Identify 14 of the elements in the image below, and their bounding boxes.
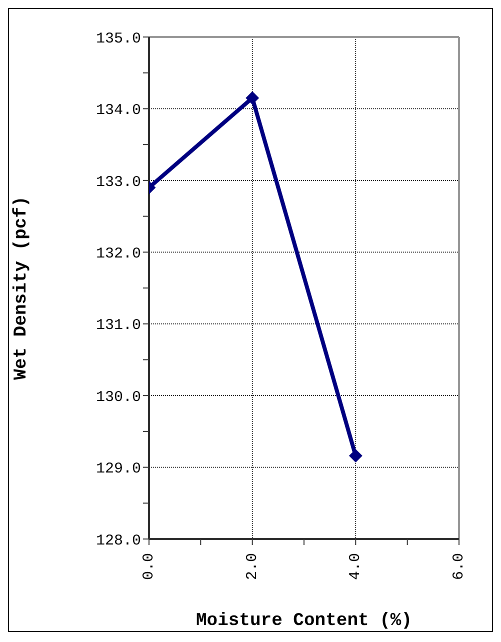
y-tick-label: 129.0 [96,460,141,478]
y-tick-label: 131.0 [96,317,141,334]
y-tick-label: 133.0 [96,174,141,191]
x-tick-label: 6.0 [450,553,468,580]
x-tick-label: 0.0 [140,553,158,580]
y-tick-label: 132.0 [96,245,141,262]
x-tick-label: 2.0 [244,553,261,580]
x-axis-title: Moisture Content (%) [196,611,412,631]
x-tick-label: 4.0 [347,553,364,580]
y-axis-title: Wet Density (pcf) [11,196,32,380]
y-tick-label: 134.0 [96,102,141,120]
y-tick-label: 130.0 [96,388,141,406]
y-tick-label: 135.0 [96,30,141,48]
y-tick-label: 128.0 [96,532,141,550]
